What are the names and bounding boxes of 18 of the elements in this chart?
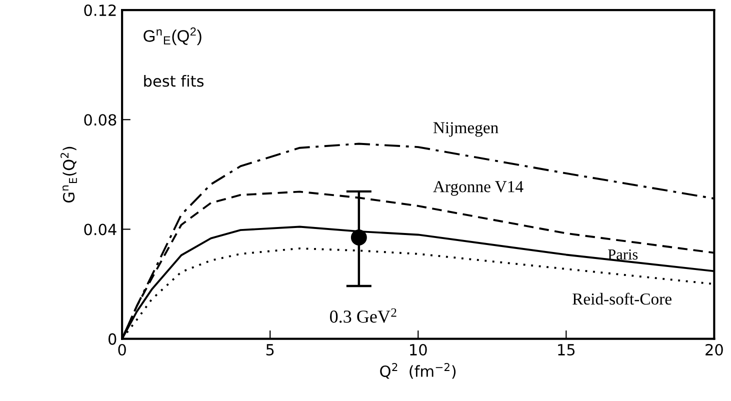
y-tick-label: 0.04 xyxy=(84,224,116,236)
annotation: best fits xyxy=(144,74,204,87)
y-tick-label: 0.08 xyxy=(84,114,116,126)
x-tick-label: 10 xyxy=(410,344,427,356)
y-tick-label: 0 xyxy=(108,333,116,345)
x-tick-label: 0 xyxy=(118,344,126,356)
x-axis-title: Q$^{2}$ (fm$^{−2}$) xyxy=(380,363,456,379)
x-tick-label: 5 xyxy=(266,344,274,356)
y-tick-label: 0.12 xyxy=(84,4,116,16)
x-tick-label: 20 xyxy=(706,344,723,356)
annotation: 0.3 GeV$^{2}$ xyxy=(330,308,396,323)
y-axis-title: G$^{n}$$_{E}$(Q$^{2}$) xyxy=(60,146,77,203)
series-label: Paris xyxy=(608,249,638,260)
annotation: G$^{n}$$_{E}$(Q$^{2}$) xyxy=(144,27,202,46)
x-tick-label: 15 xyxy=(558,344,575,356)
series-label: Argonne V14 xyxy=(433,181,524,196)
series-label: Nijmegen xyxy=(433,122,498,137)
series-label: Reid-soft-Core xyxy=(572,292,672,305)
